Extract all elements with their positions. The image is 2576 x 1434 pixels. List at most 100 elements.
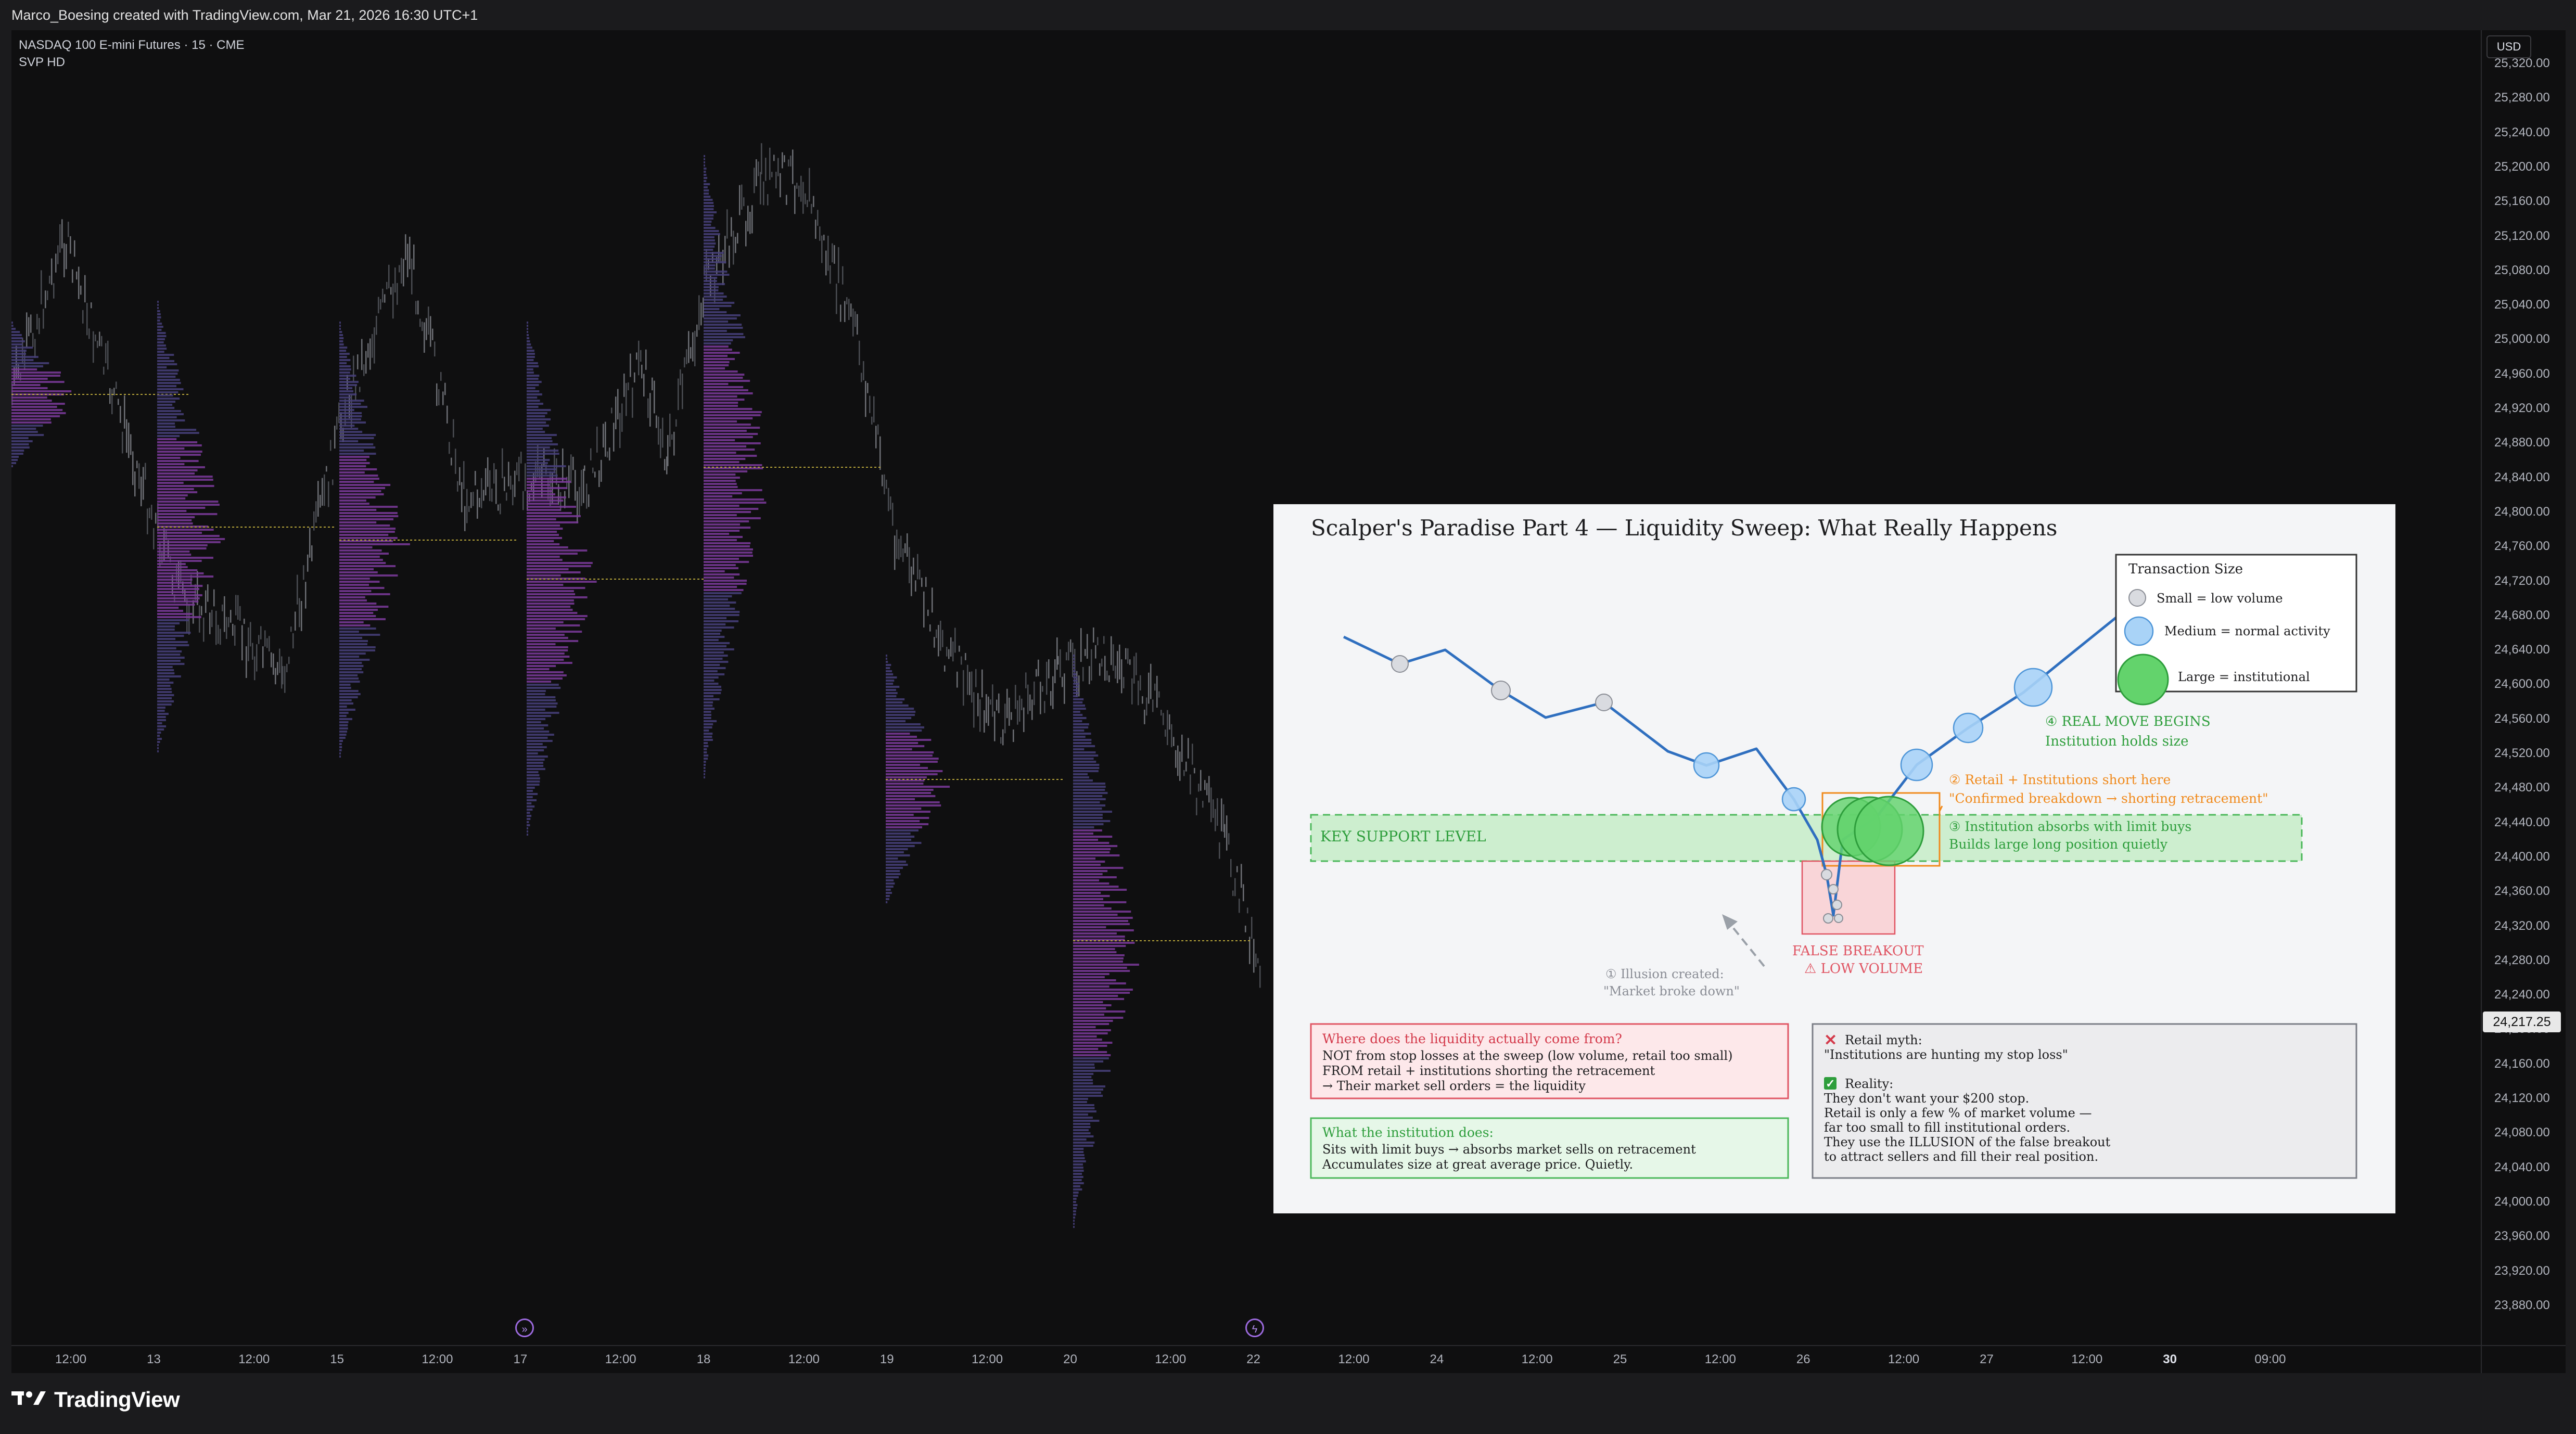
institution-box bbox=[1310, 1117, 1789, 1179]
brand-name: TradingView bbox=[54, 1387, 180, 1412]
last-price-label: 24,217.25 bbox=[2483, 1012, 2561, 1032]
step2-label: ② Retail + Institutions short here bbox=[1949, 772, 2171, 787]
price-tick: 24,000.00 bbox=[2494, 1194, 2550, 1209]
check-mark-icon bbox=[1824, 1077, 1837, 1090]
top-bar: Marco_Boesing created with TradingView.c… bbox=[0, 0, 2576, 30]
illusion-quote: "Market broke down" bbox=[1603, 984, 1740, 998]
time-scale[interactable]: 12:00 13 12:00 15 12:00 17 12:00 18 12:00 19 12:00… bbox=[11, 1345, 2481, 1373]
reality-line-5: to attract sellers and fill their real p… bbox=[1824, 1149, 2098, 1164]
price-tick: 24,840.00 bbox=[2494, 470, 2550, 484]
price-tick: 25,040.00 bbox=[2494, 298, 2550, 312]
time-tick: 12:00 bbox=[1704, 1352, 1736, 1366]
institution-line-1: Sits with limit buys → absorbs market se… bbox=[1322, 1142, 1696, 1157]
price-chart[interactable] bbox=[11, 30, 2481, 1345]
legend-small-bubble bbox=[2128, 589, 2146, 607]
liquidity-source-box bbox=[1310, 1023, 1789, 1099]
institution-line-2: Accumulates size at great average price.… bbox=[1322, 1157, 1633, 1172]
legend-large-bubble bbox=[2117, 654, 2169, 706]
scale-corner[interactable] bbox=[2481, 1345, 2566, 1373]
time-tick: 12:00 bbox=[2071, 1352, 2103, 1366]
legend-medium-bubble bbox=[2124, 616, 2154, 646]
price-tick: 24,040.00 bbox=[2494, 1160, 2550, 1174]
price-tick: 25,160.00 bbox=[2494, 194, 2550, 209]
small-transaction-bubbles bbox=[1391, 655, 1843, 924]
price-tick: 24,800.00 bbox=[2494, 504, 2550, 519]
price-tick: 24,680.00 bbox=[2494, 608, 2550, 622]
reality-line-3: far too small to fill institutional orde… bbox=[1824, 1120, 2070, 1135]
large-transaction-bubbles bbox=[1821, 796, 1924, 866]
price-tick: 23,920.00 bbox=[2494, 1263, 2550, 1278]
price-tick: 25,280.00 bbox=[2494, 91, 2550, 105]
time-tick: 09:00 bbox=[2254, 1352, 2286, 1366]
price-tick: 24,080.00 bbox=[2494, 1125, 2550, 1140]
time-tick: 12:00 bbox=[1521, 1352, 1553, 1366]
volume-profiles bbox=[11, 155, 1250, 1228]
price-tick: 24,720.00 bbox=[2494, 573, 2550, 588]
price-path-line bbox=[1343, 606, 2131, 917]
price-tick: 24,120.00 bbox=[2494, 1091, 2550, 1105]
currency-selector[interactable]: USD bbox=[2486, 35, 2531, 58]
myth-reality-box bbox=[1812, 1023, 2357, 1179]
key-support-label: KEY SUPPORT LEVEL bbox=[1320, 828, 1486, 845]
step4-detail: Institution holds size bbox=[2045, 734, 2188, 749]
price-tick: 24,520.00 bbox=[2494, 746, 2550, 760]
illusion-arrow bbox=[1726, 919, 1765, 967]
price-tick: 24,600.00 bbox=[2494, 677, 2550, 692]
infographic-panel: Scalper's Paradise Part 4 — Liquidity Sw… bbox=[1273, 504, 2395, 1213]
time-tick: 12:00 bbox=[238, 1352, 270, 1366]
forward-icon[interactable]: » bbox=[515, 1318, 534, 1337]
price-tick: 24,400.00 bbox=[2494, 849, 2550, 864]
price-tick: 25,200.00 bbox=[2494, 159, 2550, 174]
step4-label: ④ REAL MOVE BEGINS bbox=[2045, 714, 2211, 729]
tradingview-logo-icon bbox=[11, 1387, 47, 1412]
price-scale[interactable]: 25,320.00 25,280.00 25,240.00 25,200.00 25,1… bbox=[2481, 30, 2566, 1345]
price-tick: 24,360.00 bbox=[2494, 884, 2550, 899]
price-tick: 24,760.00 bbox=[2494, 539, 2550, 554]
indicator-label[interactable]: SVP HD bbox=[19, 55, 65, 69]
reality-line-2: Retail is only a few % of market volume … bbox=[1824, 1106, 2092, 1120]
price-tick: 24,560.00 bbox=[2494, 711, 2550, 726]
time-tick: 27 bbox=[1980, 1352, 1994, 1366]
low-volume-warning: ⚠ LOW VOLUME bbox=[1804, 961, 1923, 977]
time-tick: 19 bbox=[879, 1352, 894, 1366]
time-tick: 20 bbox=[1063, 1352, 1077, 1366]
time-tick: 30 bbox=[2163, 1352, 2177, 1366]
liquidity-line-2: FROM retail + institutions shorting the … bbox=[1322, 1064, 1655, 1078]
reality-line-4: They use the ILLUSION of the false break… bbox=[1824, 1135, 2111, 1149]
reality-line-1: They don't want your $200 stop. bbox=[1824, 1091, 2029, 1106]
candlesticks bbox=[11, 143, 1261, 988]
institution-box-title: What the institution does: bbox=[1322, 1125, 1494, 1140]
time-tick: 17 bbox=[513, 1352, 528, 1366]
false-breakout-label: FALSE BREAKOUT bbox=[1792, 943, 1924, 959]
time-tick: 12:00 bbox=[55, 1352, 87, 1366]
time-tick: 24 bbox=[1430, 1352, 1444, 1366]
time-tick: 18 bbox=[696, 1352, 711, 1366]
price-tick: 23,960.00 bbox=[2494, 1229, 2550, 1244]
price-tick: 24,240.00 bbox=[2494, 988, 2550, 1002]
time-tick: 22 bbox=[1246, 1352, 1260, 1366]
price-tick: 25,240.00 bbox=[2494, 125, 2550, 139]
liquidity-box-title: Where does the liquidity actually come f… bbox=[1322, 1031, 1622, 1046]
time-tick: 12:00 bbox=[422, 1352, 453, 1366]
legend-title: Transaction Size bbox=[2128, 561, 2243, 577]
infographic-canvas: Scalper's Paradise Part 4 — Liquidity Sw… bbox=[1310, 515, 2357, 1179]
symbol-description[interactable]: NASDAQ 100 E-mini Futures · 15 · CME bbox=[19, 38, 245, 52]
time-tick: 26 bbox=[1796, 1352, 1810, 1366]
lightning-icon[interactable]: ϟ bbox=[1245, 1318, 1264, 1337]
time-tick: 13 bbox=[147, 1352, 161, 1366]
chart-legend[interactable]: NASDAQ 100 E-mini Futures · 15 · CME SVP… bbox=[19, 36, 244, 71]
illusion-label: ① Illusion created: bbox=[1605, 967, 1724, 981]
price-tick: 25,120.00 bbox=[2494, 228, 2550, 243]
time-tick: 12:00 bbox=[605, 1352, 636, 1366]
time-tick: 25 bbox=[1613, 1352, 1627, 1366]
time-tick: 12:00 bbox=[1888, 1352, 1920, 1366]
tradingview-logo[interactable]: TradingView bbox=[11, 1387, 180, 1412]
legend-small-label: Small = low volume bbox=[2157, 591, 2283, 606]
liquidity-line-3: → Their market sell orders = the liquidi… bbox=[1322, 1079, 1586, 1093]
price-tick: 23,880.00 bbox=[2494, 1298, 2550, 1312]
reality-title: Reality: bbox=[1845, 1077, 1893, 1091]
price-tick: 24,480.00 bbox=[2494, 780, 2550, 795]
time-tick: 12:00 bbox=[972, 1352, 1003, 1366]
step3-label: ③ Institution absorbs with limit buys bbox=[1949, 819, 2191, 834]
false-breakout-zone bbox=[1801, 860, 1896, 935]
